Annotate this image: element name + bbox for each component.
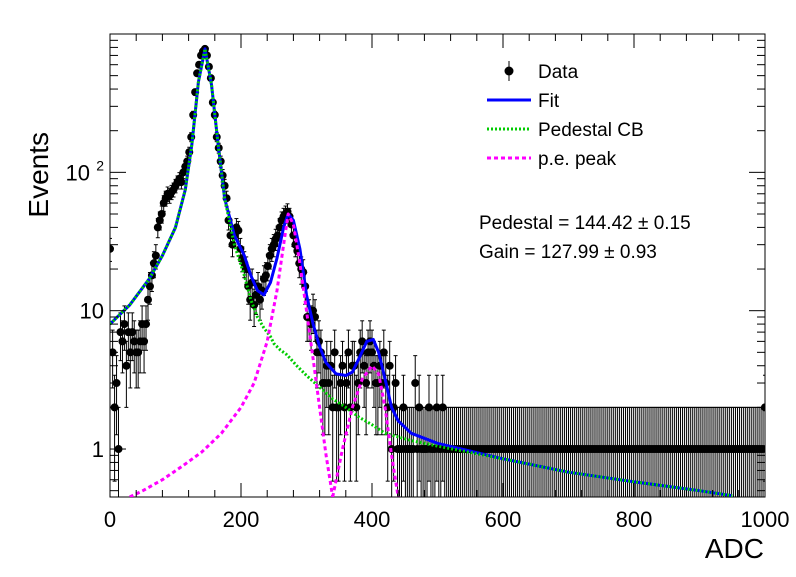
- data-point: [344, 329, 353, 389]
- legend-entry: Pedestal CB: [487, 120, 644, 141]
- data-point: [424, 374, 433, 482]
- data-point: [415, 374, 424, 482]
- annotation: Pedestal = 144.42 ± 0.15: [479, 213, 691, 234]
- data-point: [120, 305, 129, 351]
- x-tick-label: 800: [616, 507, 653, 532]
- data-point: [438, 374, 447, 482]
- data-point: [334, 374, 343, 482]
- data-point: [157, 205, 166, 224]
- legend-entry: Fit: [487, 91, 560, 112]
- axes-layer: 0 200 400 600 800 1000 1 10 10 2: [66, 34, 790, 532]
- data-point: [387, 406, 396, 497]
- data-point: [234, 220, 243, 242]
- data-point: [112, 355, 121, 436]
- data-point: [432, 374, 441, 482]
- x-tick-label: 1000: [741, 507, 790, 532]
- data-point: [332, 374, 341, 482]
- data-point: [328, 374, 337, 482]
- legend-label: Fit: [538, 91, 560, 112]
- x-axis-label: ADC: [705, 533, 764, 564]
- data-point: [116, 312, 125, 362]
- data-point: [761, 374, 765, 482]
- legend-entry: Data: [504, 61, 579, 83]
- data-layer: [110, 44, 765, 497]
- y-tick-label-exponent: 2: [96, 157, 104, 173]
- data-point: [136, 320, 145, 374]
- series-line-fit: [110, 47, 733, 497]
- y-tick-label: 10: [80, 299, 104, 324]
- x-tick-label: 600: [485, 507, 522, 532]
- data-point: [330, 329, 339, 389]
- series-line-pedestal-cb: [110, 47, 733, 497]
- x-tick-label: 0: [104, 507, 116, 532]
- legend-entry: p.e. peak: [487, 149, 617, 170]
- x-tick-label: 200: [223, 507, 260, 532]
- y-tick-label: 1: [92, 437, 104, 462]
- legend-marker: [504, 66, 514, 76]
- data-point: [110, 374, 119, 482]
- legend-label: Pedestal CB: [538, 120, 644, 141]
- data-point: [411, 355, 420, 436]
- data-point: [140, 320, 149, 374]
- y-axis-label: Events: [23, 132, 54, 218]
- data-point: [352, 374, 361, 482]
- legend: Data Fit Pedestal CB p.e. peak: [487, 61, 644, 170]
- data-point: [110, 237, 114, 262]
- data-point: [142, 305, 151, 351]
- y-tick-label: 10: [66, 160, 90, 185]
- legend-label: Data: [538, 62, 579, 83]
- series-line-p-e-peak: [129, 212, 335, 497]
- annotation: Gain = 127.99 ± 0.93: [479, 242, 657, 263]
- legend-label: p.e. peak: [538, 149, 617, 170]
- x-tick-label: 400: [354, 507, 391, 532]
- data-point: [114, 406, 123, 497]
- series-line-p-e-peak-2: [331, 364, 400, 497]
- annotations: Pedestal = 144.42 ± 0.15 Gain = 127.99 ± …: [479, 213, 691, 263]
